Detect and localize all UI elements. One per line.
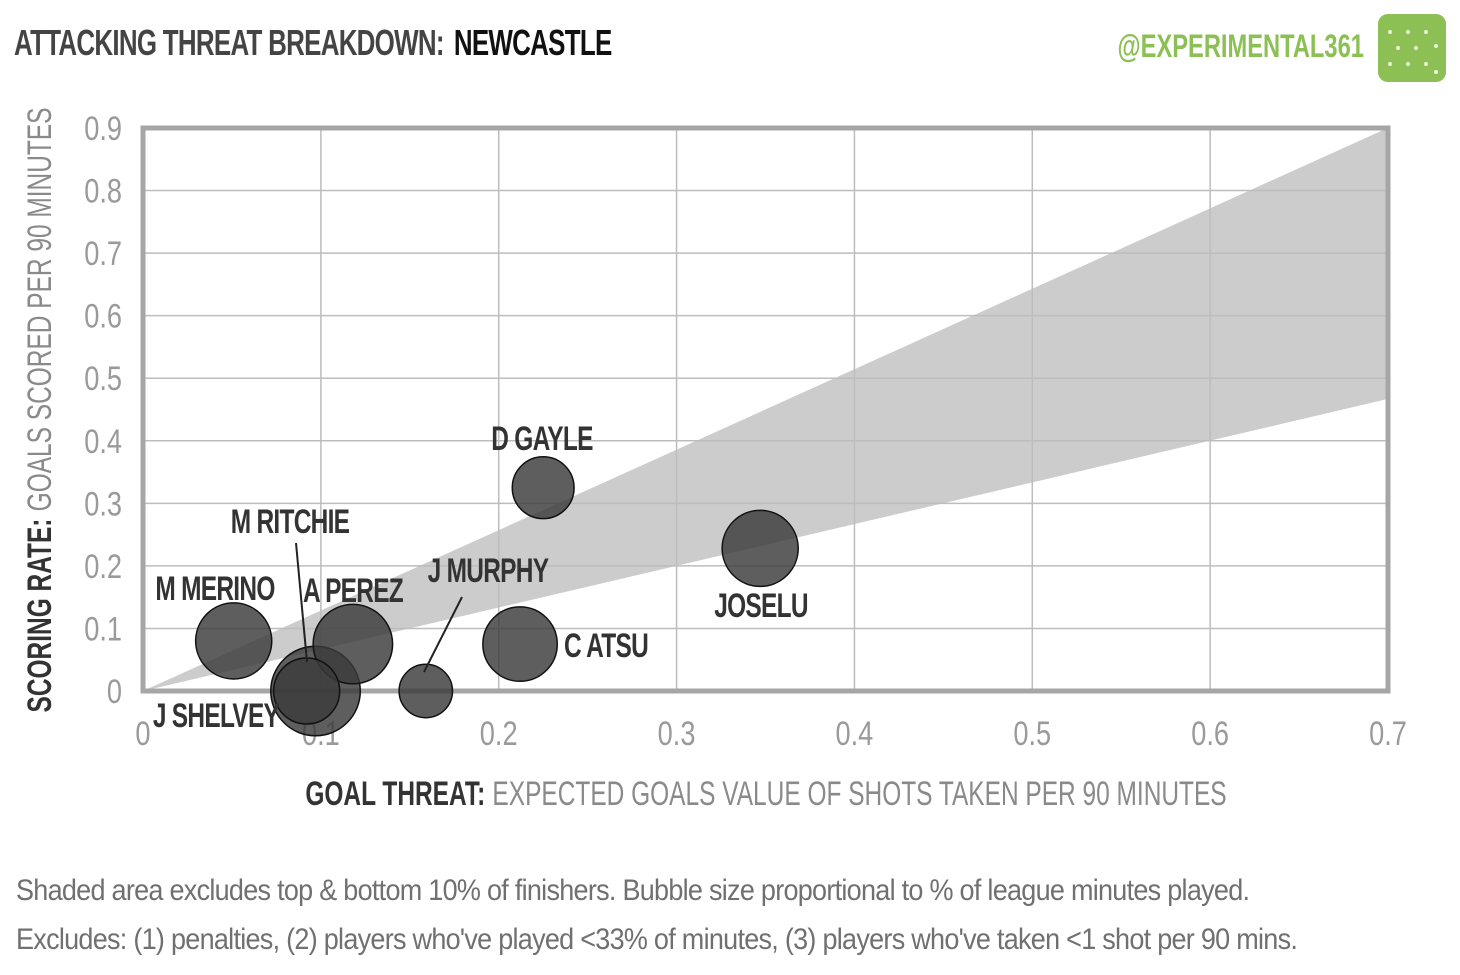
y-tick-label: 0 bbox=[107, 672, 122, 711]
bubble-d-gayle bbox=[511, 456, 575, 520]
logo-dot bbox=[1388, 62, 1392, 66]
bubble-m-ritchie bbox=[272, 657, 341, 725]
logo-dot bbox=[1434, 70, 1438, 74]
y-tick-label: 0.3 bbox=[84, 484, 122, 523]
bubble-j-murphy bbox=[398, 663, 454, 719]
x-axis-label-bold: GOAL THREAT: bbox=[305, 775, 485, 813]
point-label-c-atsu: C ATSU bbox=[564, 627, 648, 665]
point-label-m-ritchie: M RITCHIE bbox=[231, 503, 350, 541]
x-tick-label: 0.7 bbox=[1369, 714, 1407, 753]
x-tick-labels: 00.10.20.30.40.50.60.7 bbox=[135, 714, 1406, 753]
y-tick-label: 0.4 bbox=[84, 422, 122, 461]
y-tick-labels: 0 0.1 0.2 0.3 0.4 0.5 0.6 0.7 0.8 0.9 bbox=[84, 109, 122, 711]
y-tick-label: 0.9 bbox=[84, 109, 122, 148]
y-axis-label-rest: GOALS SCORED PER 90 MINUTES bbox=[21, 108, 59, 512]
bubble-joselu bbox=[721, 509, 799, 588]
point-label-joselu: JOSELU bbox=[714, 587, 808, 625]
shaded-band-layer bbox=[143, 128, 1388, 691]
bubble-c-atsu bbox=[482, 606, 559, 683]
y-tick-label: 0.1 bbox=[84, 610, 122, 649]
bubble-m-merino bbox=[194, 602, 273, 680]
logo-dot bbox=[1406, 62, 1410, 66]
y-tick-label: 0.2 bbox=[84, 547, 122, 586]
y-tick-label: 0.8 bbox=[84, 172, 122, 211]
footnote-exclusions: Excludes: (1) penalties, (2) players who… bbox=[16, 923, 1298, 956]
x-axis-label-rest: EXPECTED GOALS VALUE OF SHOTS TAKEN PER … bbox=[492, 775, 1226, 813]
point-label-d-gayle: D GAYLE bbox=[491, 420, 593, 458]
logo-dot bbox=[1396, 46, 1400, 50]
y-tick-label: 0.7 bbox=[84, 234, 122, 273]
logo-dot bbox=[1406, 30, 1410, 34]
x-tick-label: 0.4 bbox=[836, 714, 874, 753]
bubble-layer bbox=[194, 456, 799, 737]
x-tick-label: 0.6 bbox=[1191, 714, 1229, 753]
plot-frame bbox=[140, 125, 1391, 694]
point-labels: M MERINO J SHELVEY M RITCHIE A PEREZ J MURPH… bbox=[153, 420, 809, 735]
title-prefix: ATTACKING THREAT BREAKDOWN: bbox=[14, 22, 445, 63]
y-tick-label: 0.6 bbox=[84, 297, 122, 336]
footnote-shading: Shaded area excludes top & bottom 10% of… bbox=[16, 874, 1250, 907]
bubble-chart: 0 0.1 0.2 0.3 0.4 0.5 0.6 0.7 0 0.1 0.2 0.3 0.4 0.5 0… bbox=[21, 108, 1407, 814]
twitter-handle[interactable]: @EXPERIMENTAL361 bbox=[1117, 28, 1364, 64]
leader-line-ritchie bbox=[295, 542, 308, 663]
footnotes: Shaded area excludes top & bottom 10% of… bbox=[16, 866, 1456, 964]
chart-title: ATTACKING THREAT BREAKDOWN: NEWCASTLE bbox=[14, 22, 612, 64]
point-label-j-shelvey: J SHELVEY bbox=[153, 697, 280, 735]
x-tick-label: 0.3 bbox=[658, 714, 696, 753]
x-tick-label: 0.2 bbox=[480, 714, 518, 753]
logo-dot bbox=[1434, 44, 1438, 48]
y-axis-label: SCORING RATE: GOALS SCORED PER 90 MINUTES bbox=[21, 108, 59, 713]
x-tick-label: 0.5 bbox=[1013, 714, 1051, 753]
logo-dot bbox=[1424, 30, 1428, 34]
logo-dot bbox=[1414, 46, 1418, 50]
y-tick-label: 0.5 bbox=[84, 359, 122, 398]
title-team: NEWCASTLE bbox=[453, 22, 612, 63]
leader-line-murphy bbox=[423, 596, 463, 673]
header: ATTACKING THREAT BREAKDOWN: NEWCASTLE @EX… bbox=[0, 0, 1460, 100]
y-axis-label-bold: SCORING RATE: bbox=[21, 519, 59, 713]
logo-dot bbox=[1424, 62, 1428, 66]
x-tick-label: 0 bbox=[135, 714, 150, 753]
point-label-m-merino: M MERINO bbox=[155, 570, 274, 608]
point-label-j-murphy: J MURPHY bbox=[428, 552, 550, 590]
logo-dot bbox=[1388, 30, 1392, 34]
point-label-a-perez: A PEREZ bbox=[303, 572, 404, 610]
bubble-a-perez bbox=[312, 603, 394, 685]
pitch-logo-icon bbox=[1378, 14, 1446, 82]
x-axis-label: GOAL THREAT: EXPECTED GOALS VALUE OF SHOT… bbox=[305, 775, 1226, 813]
shaded-band bbox=[143, 128, 1388, 691]
